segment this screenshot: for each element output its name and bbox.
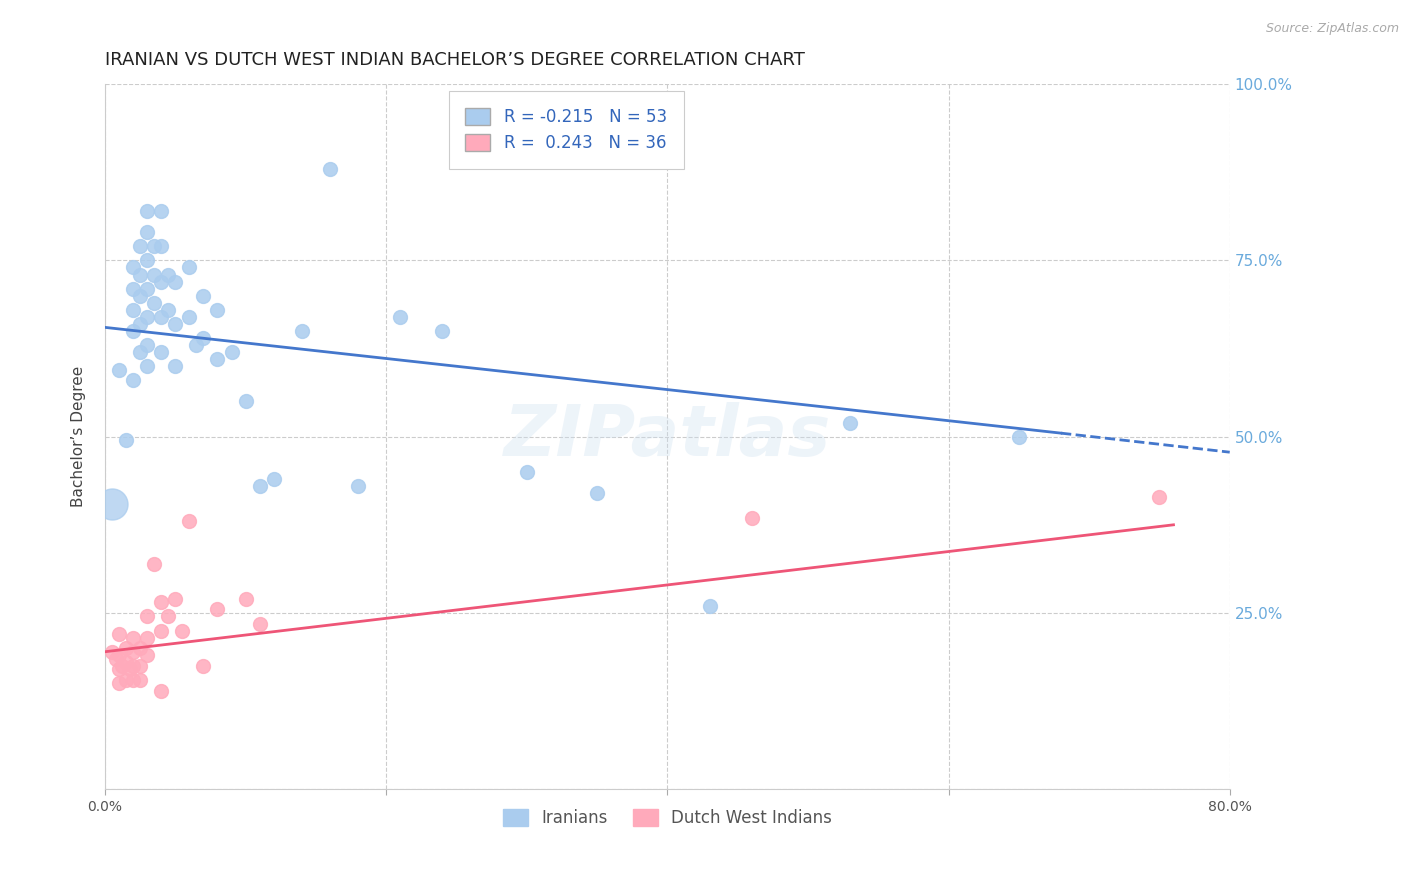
- Point: [122, 373, 145, 387]
- Y-axis label: Bachelor’s Degree: Bachelor’s Degree: [72, 366, 86, 508]
- Point: [136, 282, 159, 296]
- Point: [136, 609, 159, 624]
- Point: [108, 627, 131, 641]
- Point: [150, 624, 173, 638]
- Point: [235, 591, 257, 606]
- Point: [136, 225, 159, 239]
- Point: [193, 658, 215, 673]
- Point: [105, 652, 128, 666]
- Point: [136, 631, 159, 645]
- Point: [516, 465, 538, 479]
- Point: [207, 602, 229, 616]
- Point: [122, 260, 145, 275]
- Point: [263, 472, 285, 486]
- Point: [129, 673, 152, 687]
- Point: [101, 645, 124, 659]
- Point: [136, 253, 159, 268]
- Text: Source: ZipAtlas.com: Source: ZipAtlas.com: [1265, 22, 1399, 36]
- Point: [432, 324, 454, 338]
- Point: [221, 345, 243, 359]
- Point: [157, 268, 180, 282]
- Point: [136, 359, 159, 373]
- Point: [111, 658, 134, 673]
- Point: [150, 345, 173, 359]
- Point: [1149, 490, 1171, 504]
- Point: [207, 302, 229, 317]
- Point: [115, 433, 138, 447]
- Point: [143, 239, 166, 253]
- Point: [122, 658, 145, 673]
- Point: [235, 394, 257, 409]
- Point: [699, 599, 721, 613]
- Point: [143, 268, 166, 282]
- Point: [136, 310, 159, 324]
- Point: [129, 317, 152, 331]
- Point: [165, 317, 187, 331]
- Point: [389, 310, 412, 324]
- Point: [129, 239, 152, 253]
- Point: [122, 645, 145, 659]
- Point: [291, 324, 314, 338]
- Point: [108, 662, 131, 676]
- Point: [108, 362, 131, 376]
- Point: [319, 161, 342, 176]
- Point: [129, 658, 152, 673]
- Point: [741, 510, 763, 524]
- Point: [143, 557, 166, 571]
- Text: IRANIAN VS DUTCH WEST INDIAN BACHELOR’S DEGREE CORRELATION CHART: IRANIAN VS DUTCH WEST INDIAN BACHELOR’S …: [105, 51, 804, 69]
- Point: [179, 310, 201, 324]
- Point: [122, 324, 145, 338]
- Legend: Iranians, Dutch West Indians: Iranians, Dutch West Indians: [496, 802, 838, 834]
- Point: [165, 275, 187, 289]
- Point: [136, 338, 159, 352]
- Point: [129, 641, 152, 656]
- Point: [129, 345, 152, 359]
- Point: [136, 648, 159, 663]
- Point: [179, 260, 201, 275]
- Text: ZIPatlas: ZIPatlas: [503, 402, 831, 471]
- Point: [122, 673, 145, 687]
- Point: [586, 486, 609, 500]
- Point: [122, 631, 145, 645]
- Point: [186, 338, 208, 352]
- Point: [101, 497, 124, 511]
- Point: [122, 302, 145, 317]
- Point: [129, 288, 152, 302]
- Point: [108, 676, 131, 690]
- Point: [172, 624, 194, 638]
- Point: [150, 595, 173, 609]
- Point: [150, 310, 173, 324]
- Point: [150, 275, 173, 289]
- Point: [1008, 430, 1031, 444]
- Point: [115, 641, 138, 656]
- Point: [129, 268, 152, 282]
- Point: [249, 479, 271, 493]
- Point: [136, 204, 159, 219]
- Point: [143, 295, 166, 310]
- Point: [165, 359, 187, 373]
- Point: [179, 514, 201, 528]
- Point: [347, 479, 370, 493]
- Point: [157, 302, 180, 317]
- Point: [249, 616, 271, 631]
- Point: [157, 609, 180, 624]
- Point: [108, 648, 131, 663]
- Point: [165, 591, 187, 606]
- Point: [193, 331, 215, 345]
- Point: [122, 282, 145, 296]
- Point: [207, 352, 229, 367]
- Point: [120, 662, 142, 676]
- Point: [193, 288, 215, 302]
- Point: [115, 655, 138, 669]
- Point: [115, 673, 138, 687]
- Point: [150, 204, 173, 219]
- Point: [839, 416, 862, 430]
- Point: [150, 683, 173, 698]
- Point: [150, 239, 173, 253]
